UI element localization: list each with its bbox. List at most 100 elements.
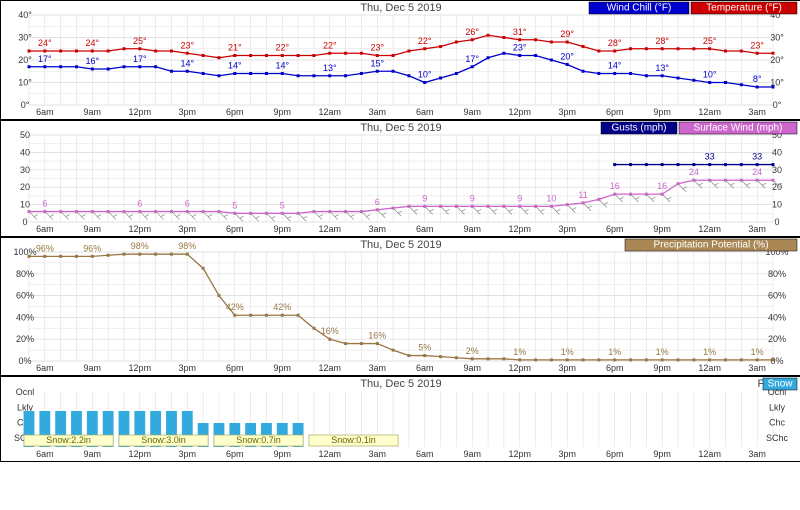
svg-text:9am: 9am <box>463 363 481 373</box>
svg-text:6am: 6am <box>36 107 54 117</box>
svg-text:16%: 16% <box>368 331 386 341</box>
svg-text:10: 10 <box>20 200 30 210</box>
svg-text:25°: 25° <box>133 36 147 46</box>
svg-text:1%: 1% <box>703 347 716 357</box>
svg-text:40: 40 <box>20 147 30 157</box>
svg-text:20°: 20° <box>560 52 574 62</box>
svg-text:33: 33 <box>752 152 762 162</box>
svg-text:80%: 80% <box>16 269 34 279</box>
svg-text:5: 5 <box>232 200 237 210</box>
svg-text:9pm: 9pm <box>653 449 671 459</box>
svg-text:1%: 1% <box>751 347 764 357</box>
svg-text:0: 0 <box>22 217 27 227</box>
svg-text:9am: 9am <box>84 224 102 234</box>
svg-text:Thu, Dec 5 2019: Thu, Dec 5 2019 <box>360 378 441 390</box>
svg-text:2%: 2% <box>466 346 479 356</box>
svg-text:1%: 1% <box>513 347 526 357</box>
svg-text:SChc: SChc <box>766 433 789 443</box>
svg-text:3pm: 3pm <box>558 363 576 373</box>
svg-text:6am: 6am <box>416 107 434 117</box>
svg-text:9pm: 9pm <box>653 224 671 234</box>
svg-text:9: 9 <box>422 193 427 203</box>
svg-text:5: 5 <box>280 200 285 210</box>
svg-text:12pm: 12pm <box>508 224 531 234</box>
svg-text:29°: 29° <box>560 29 574 39</box>
svg-text:Snow: Snow <box>767 379 793 390</box>
svg-text:11: 11 <box>578 190 587 200</box>
svg-text:9pm: 9pm <box>274 107 292 117</box>
svg-text:13°: 13° <box>655 63 669 73</box>
svg-text:1%: 1% <box>656 347 669 357</box>
svg-text:12am: 12am <box>698 363 721 373</box>
svg-text:3pm: 3pm <box>179 449 197 459</box>
svg-text:15°: 15° <box>370 58 384 68</box>
svg-text:96%: 96% <box>83 243 101 253</box>
svg-text:1%: 1% <box>608 347 621 357</box>
svg-text:20: 20 <box>20 182 30 192</box>
svg-text:10: 10 <box>546 193 556 203</box>
svg-text:0%: 0% <box>18 356 31 366</box>
svg-text:20°: 20° <box>18 55 32 65</box>
svg-text:22°: 22° <box>323 40 337 50</box>
svg-text:3pm: 3pm <box>179 363 197 373</box>
svg-text:16: 16 <box>657 181 667 191</box>
svg-text:60%: 60% <box>16 291 34 301</box>
svg-text:9: 9 <box>517 193 522 203</box>
svg-text:Snow:0.7in: Snow:0.7in <box>236 435 281 445</box>
svg-text:16°: 16° <box>86 56 100 66</box>
svg-text:12am: 12am <box>319 449 342 459</box>
svg-text:12am: 12am <box>698 107 721 117</box>
svg-text:Thu, Dec 5 2019: Thu, Dec 5 2019 <box>360 122 441 134</box>
svg-text:14°: 14° <box>228 61 242 71</box>
svg-text:16%: 16% <box>321 326 339 336</box>
svg-text:9pm: 9pm <box>653 107 671 117</box>
svg-text:9pm: 9pm <box>274 224 292 234</box>
svg-text:17°: 17° <box>38 54 52 64</box>
svg-text:98%: 98% <box>178 241 196 251</box>
svg-text:6: 6 <box>137 199 142 209</box>
svg-text:0°: 0° <box>773 100 782 110</box>
svg-text:80%: 80% <box>768 269 786 279</box>
svg-text:24°: 24° <box>38 38 52 48</box>
svg-text:Thu, Dec 5 2019: Thu, Dec 5 2019 <box>360 2 441 14</box>
svg-text:6am: 6am <box>416 363 434 373</box>
svg-text:3pm: 3pm <box>179 224 197 234</box>
svg-text:24: 24 <box>689 167 699 177</box>
panel-2: 0%0%20%20%40%40%60%60%80%80%100%100%6am9… <box>0 237 800 376</box>
svg-text:6pm: 6pm <box>226 107 244 117</box>
svg-text:96%: 96% <box>36 243 54 253</box>
svg-text:9pm: 9pm <box>274 363 292 373</box>
svg-text:40: 40 <box>772 147 782 157</box>
svg-text:40%: 40% <box>16 312 34 322</box>
svg-text:12pm: 12pm <box>508 363 531 373</box>
svg-text:3am: 3am <box>748 224 766 234</box>
svg-text:3pm: 3pm <box>558 224 576 234</box>
svg-text:23°: 23° <box>750 40 764 50</box>
svg-text:10°: 10° <box>703 70 717 80</box>
svg-text:9: 9 <box>470 193 475 203</box>
svg-text:6: 6 <box>42 199 47 209</box>
panel-0: 0°0°10°10°20°20°30°30°40°40°6am9am12pm3p… <box>0 0 800 120</box>
svg-text:6pm: 6pm <box>606 224 624 234</box>
svg-text:12pm: 12pm <box>129 363 152 373</box>
svg-text:Gusts (mph): Gusts (mph) <box>611 123 666 134</box>
svg-text:12pm: 12pm <box>129 224 152 234</box>
svg-text:40%: 40% <box>768 312 786 322</box>
svg-text:14°: 14° <box>275 61 289 71</box>
svg-text:22°: 22° <box>275 43 289 53</box>
svg-text:3pm: 3pm <box>558 107 576 117</box>
svg-text:10°: 10° <box>418 70 432 80</box>
svg-text:22°: 22° <box>418 36 432 46</box>
svg-text:Precipitation Potential (%): Precipitation Potential (%) <box>653 240 768 251</box>
svg-text:33: 33 <box>705 152 715 162</box>
svg-text:30°: 30° <box>18 33 32 43</box>
svg-text:9am: 9am <box>84 449 102 459</box>
svg-text:10: 10 <box>772 200 782 210</box>
svg-text:20°: 20° <box>770 55 784 65</box>
svg-text:3am: 3am <box>368 224 386 234</box>
svg-text:6pm: 6pm <box>226 449 244 459</box>
svg-text:12am: 12am <box>698 224 721 234</box>
svg-text:6am: 6am <box>36 224 54 234</box>
svg-text:Thu, Dec 5 2019: Thu, Dec 5 2019 <box>360 239 441 251</box>
svg-text:Ocnl: Ocnl <box>16 387 35 397</box>
